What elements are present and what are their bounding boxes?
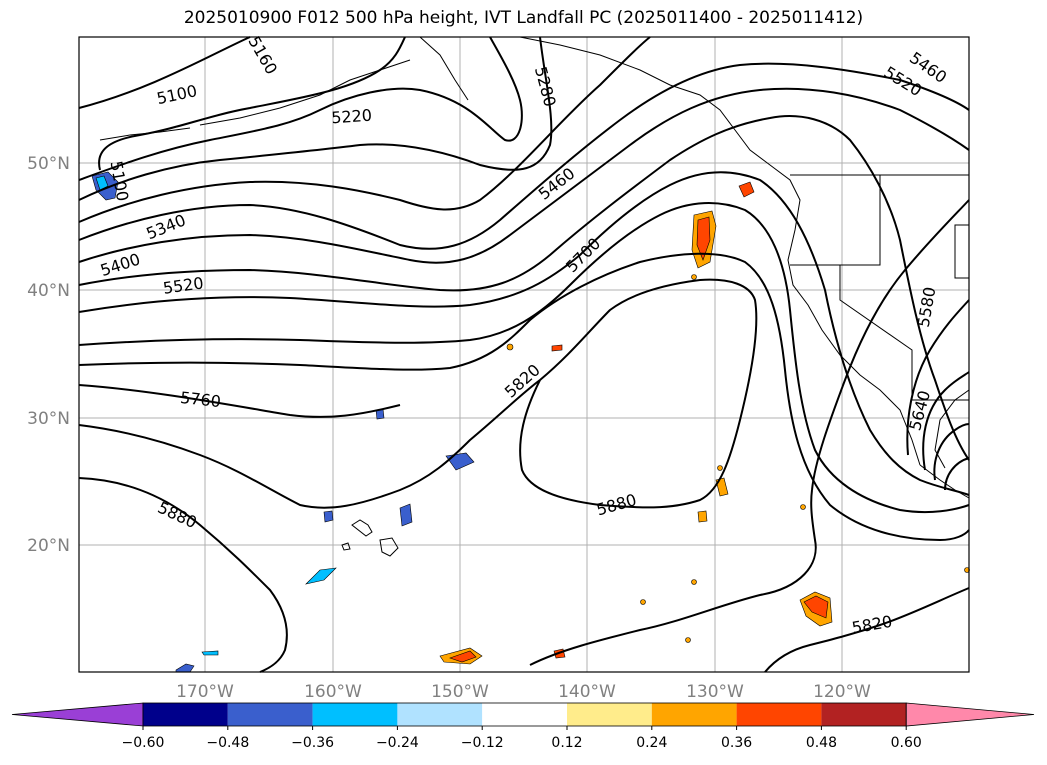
ivt-pos-patch xyxy=(697,510,708,523)
ivt-pos-patch xyxy=(551,344,563,352)
colorbar-segment xyxy=(397,703,483,726)
colorbar-tick-label: −0.12 xyxy=(461,735,504,751)
alaska-coast xyxy=(419,36,469,101)
state-border xyxy=(790,175,881,266)
colorbar-segment xyxy=(312,703,398,726)
colorbar-segment xyxy=(736,703,822,726)
colorbar-ticks: −0.60 −0.48 −0.36 −0.24 −0.12 0.12 0.24 0.36 0.4… xyxy=(122,726,922,751)
lon-label: 170°W xyxy=(176,682,234,702)
ivt-pos-patch xyxy=(715,477,729,497)
ivt-neg-patch xyxy=(305,567,337,585)
ivt-pos-patch xyxy=(738,181,755,198)
contour-label: 5760 xyxy=(179,388,221,411)
colorbar-tick-label: −0.48 xyxy=(206,735,249,751)
figure-title: 2025010900 F012 500 hPa height, IVT Land… xyxy=(183,8,864,28)
lon-label: 150°W xyxy=(431,682,489,702)
state-border xyxy=(839,265,913,400)
gulf-california xyxy=(934,389,970,469)
colorbar-tick-label: 0.48 xyxy=(806,735,837,751)
hawaii-big-island xyxy=(379,537,399,557)
colorbar-extend-low xyxy=(11,702,144,727)
colorbar-tick-label: −0.60 xyxy=(122,735,165,751)
height-contours xyxy=(78,36,970,673)
ivt-pos-core xyxy=(696,216,711,261)
longitude-labels: 170°W 160°W 150°W 140°W 130°W 120°W xyxy=(176,682,871,702)
coastlines xyxy=(99,36,970,557)
colorbar-segments xyxy=(11,702,1035,727)
lon-label: 130°W xyxy=(686,682,744,702)
lat-label: 20°N xyxy=(27,536,70,556)
na-west-coast xyxy=(519,36,921,466)
ivt-pos-core xyxy=(803,595,829,619)
latitude-labels: 50°N 40°N 30°N 20°N xyxy=(27,154,70,556)
baja-coast xyxy=(919,464,970,499)
map-panel: 5100 5160 5100 5220 5280 5340 5400 5460 … xyxy=(78,33,970,673)
colorbar-outline xyxy=(142,702,907,727)
lat-label: 30°N xyxy=(27,409,70,429)
colorbar-tick-label: −0.24 xyxy=(376,735,419,751)
lon-label: 120°W xyxy=(813,682,871,702)
colorbar-tick-label: 0.12 xyxy=(551,735,582,751)
colorbar: −0.60 −0.48 −0.36 −0.24 −0.12 0.12 0.24 0.36 0.4… xyxy=(11,702,1035,751)
ivt-pos-core xyxy=(449,650,477,663)
lat-label: 40°N xyxy=(27,281,70,301)
colorbar-segment xyxy=(482,703,567,726)
lon-label: 140°W xyxy=(558,682,616,702)
map-frame xyxy=(78,36,970,673)
ivt-neg-patch xyxy=(323,510,334,523)
hawaii xyxy=(351,519,373,537)
colorbar-segment xyxy=(227,703,313,726)
ivt-neg-patch xyxy=(201,650,219,656)
ivt-neg-core xyxy=(95,175,109,191)
ivt-neg-patch xyxy=(399,503,413,527)
colorbar-tick-label: −0.36 xyxy=(291,735,334,751)
hawaii-small xyxy=(341,542,351,551)
colorbar-tick-label: 0.24 xyxy=(636,735,667,751)
colorbar-segment xyxy=(567,703,652,726)
colorbar-tick-label: 0.36 xyxy=(721,735,752,751)
colorbar-segment xyxy=(651,703,737,726)
colorbar-tick-label: 0.60 xyxy=(891,735,922,751)
lat-label: 50°N xyxy=(27,154,70,174)
colorbar-segment xyxy=(143,703,228,726)
lon-label: 160°W xyxy=(304,682,362,702)
colorbar-extend-high xyxy=(905,702,1035,727)
colorbar-segment xyxy=(821,703,907,726)
contour-label: 5220 xyxy=(331,106,373,128)
